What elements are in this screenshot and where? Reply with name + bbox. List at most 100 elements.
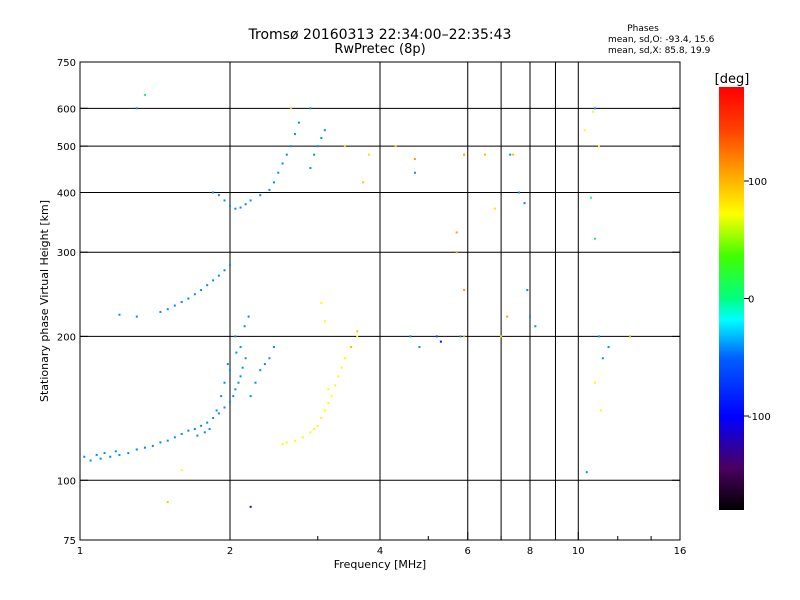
scatter-point xyxy=(323,409,326,412)
scatter-point xyxy=(293,439,296,442)
scatter-point xyxy=(597,335,600,338)
scatter-point xyxy=(484,153,487,156)
scatter-point xyxy=(367,153,370,156)
scatter-point xyxy=(180,469,183,472)
scatter-point xyxy=(223,406,226,409)
scatter-point xyxy=(239,206,242,209)
scatter-point xyxy=(320,416,323,419)
scatter-point xyxy=(309,167,312,170)
scatter-point xyxy=(234,335,237,338)
scatter-point xyxy=(589,196,592,199)
scatter-point xyxy=(293,133,296,136)
scatter-point xyxy=(239,375,242,378)
scatter-point xyxy=(455,231,458,234)
scatter-point xyxy=(229,264,231,267)
scatter-point xyxy=(166,308,169,311)
scatter-point xyxy=(249,395,252,398)
scatter-point xyxy=(193,428,196,431)
scatter-point xyxy=(187,429,190,432)
scatter-point xyxy=(166,439,169,442)
colorbar-tick-label: 100 xyxy=(748,177,767,188)
scatter-point xyxy=(244,203,247,206)
scatter-point xyxy=(263,363,266,366)
scatter-point xyxy=(159,441,162,444)
scatter-point xyxy=(463,335,466,338)
scatter-point xyxy=(512,153,515,156)
scatter-point xyxy=(173,436,176,439)
scatter-point xyxy=(220,395,223,398)
scatter-point xyxy=(529,315,531,318)
scatter-point xyxy=(281,162,284,165)
scatter-point xyxy=(316,145,319,148)
scatter-point xyxy=(343,357,346,360)
scatter-point xyxy=(413,158,416,161)
y-tick-label: 300 xyxy=(57,248,76,259)
scatter-point xyxy=(244,357,247,360)
scatter-point xyxy=(327,402,330,405)
scatter-point xyxy=(526,289,529,292)
scatter-point xyxy=(89,459,92,462)
scatter-point xyxy=(187,297,190,300)
scatter-point xyxy=(320,301,323,304)
scatter-point xyxy=(247,315,250,318)
scatter-point xyxy=(593,237,596,240)
scatter-point xyxy=(173,304,176,307)
scatter-point xyxy=(103,452,106,455)
scatter-point xyxy=(320,137,323,140)
scatter-point xyxy=(350,346,353,349)
scatter-point xyxy=(217,412,220,415)
scatter-point xyxy=(327,388,330,391)
scatter-point xyxy=(459,335,462,338)
scatter-point xyxy=(297,121,300,124)
scatter-point xyxy=(180,301,183,304)
colorbar-tick-label: -100 xyxy=(748,412,771,423)
scatter-point xyxy=(243,325,246,328)
scatter-point xyxy=(593,381,596,384)
scatter-point xyxy=(523,202,526,205)
scatter-point xyxy=(418,346,421,349)
scatter-point xyxy=(289,145,292,148)
scatter-point xyxy=(289,107,292,110)
scatter-point xyxy=(439,340,442,343)
x-tick-label: 1 xyxy=(77,546,83,557)
scatter-point xyxy=(500,335,503,338)
scatter-point xyxy=(591,110,594,113)
scatter-point xyxy=(193,293,196,296)
phases-title: Phases xyxy=(627,24,659,34)
chart-title: Tromsø 20160313 22:34:00–22:35:43 xyxy=(248,27,512,43)
y-tick-label: 750 xyxy=(57,58,76,69)
scatter-point xyxy=(309,107,312,110)
scatter-point xyxy=(463,153,466,156)
scatter-point xyxy=(166,501,169,504)
scatter-point xyxy=(323,129,326,132)
scatter-point xyxy=(200,424,203,427)
scatter-point xyxy=(493,207,496,210)
scatter-point xyxy=(313,153,316,156)
scatter-point xyxy=(343,145,346,148)
scatter-point xyxy=(435,335,438,338)
scatter-point xyxy=(413,171,416,174)
colorbar-ticks: 100 0 -100 xyxy=(744,177,771,423)
scatter-point xyxy=(249,199,252,202)
scatter-point xyxy=(593,107,596,110)
scatter-point xyxy=(277,171,280,174)
scatter-point xyxy=(268,188,271,191)
scatter-point xyxy=(196,434,199,437)
scatter-point xyxy=(234,388,237,391)
x-tick-label: 4 xyxy=(377,546,383,557)
scatter-point xyxy=(217,274,220,277)
phases-line-o: mean, sd,O: -93.4, 15.6 xyxy=(608,35,715,45)
scatter-point xyxy=(356,330,359,333)
y-tick-label: 600 xyxy=(57,104,76,115)
x-axis-label: Frequency [MHz] xyxy=(334,558,426,571)
scatter-point xyxy=(229,400,231,403)
scatter-point xyxy=(249,505,252,508)
scatter-point xyxy=(254,381,257,384)
scatter-point xyxy=(337,375,340,378)
scatter-point xyxy=(259,194,262,197)
colorbar xyxy=(719,87,744,510)
scatter-point xyxy=(455,251,458,254)
scatter-point xyxy=(313,428,316,431)
scatter-point xyxy=(241,366,244,369)
scatter-point xyxy=(217,194,220,197)
